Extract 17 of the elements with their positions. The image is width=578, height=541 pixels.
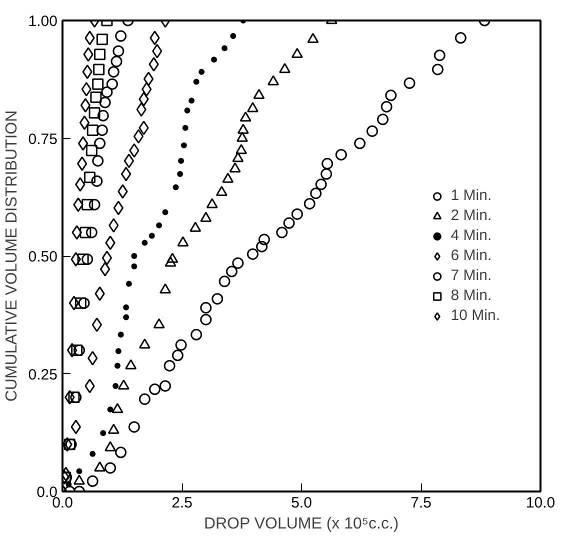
legend-label: 6 Min. [450,246,492,264]
y-tick-label: 0.25 [28,366,58,384]
legend-label: 1 Min. [450,186,492,204]
x-axis-title: DROP VOLUME (x 10⁵c.c.) [204,516,399,532]
y-axis-title: CUMULATIVE VOLUME DISTRIBUTION [3,110,20,402]
x-tick-label: 2.5 [172,494,192,512]
legend-label: 10 Min. [450,306,500,324]
y-tick-label: 0.50 [28,248,58,266]
x-tick-label: 5.0 [291,494,312,512]
legend-label: 4 Min. [450,226,492,244]
y-tick-label: 1.00 [28,13,58,30]
x-tick-label: 7.5 [410,494,432,512]
legend-label: 7 Min. [450,266,492,284]
y-tick-label: 0.75 [28,130,58,148]
x-tick-label: 10.0 [526,494,556,512]
legend-label: 8 Min. [450,286,492,304]
legend-label: 2 Min. [450,206,492,224]
